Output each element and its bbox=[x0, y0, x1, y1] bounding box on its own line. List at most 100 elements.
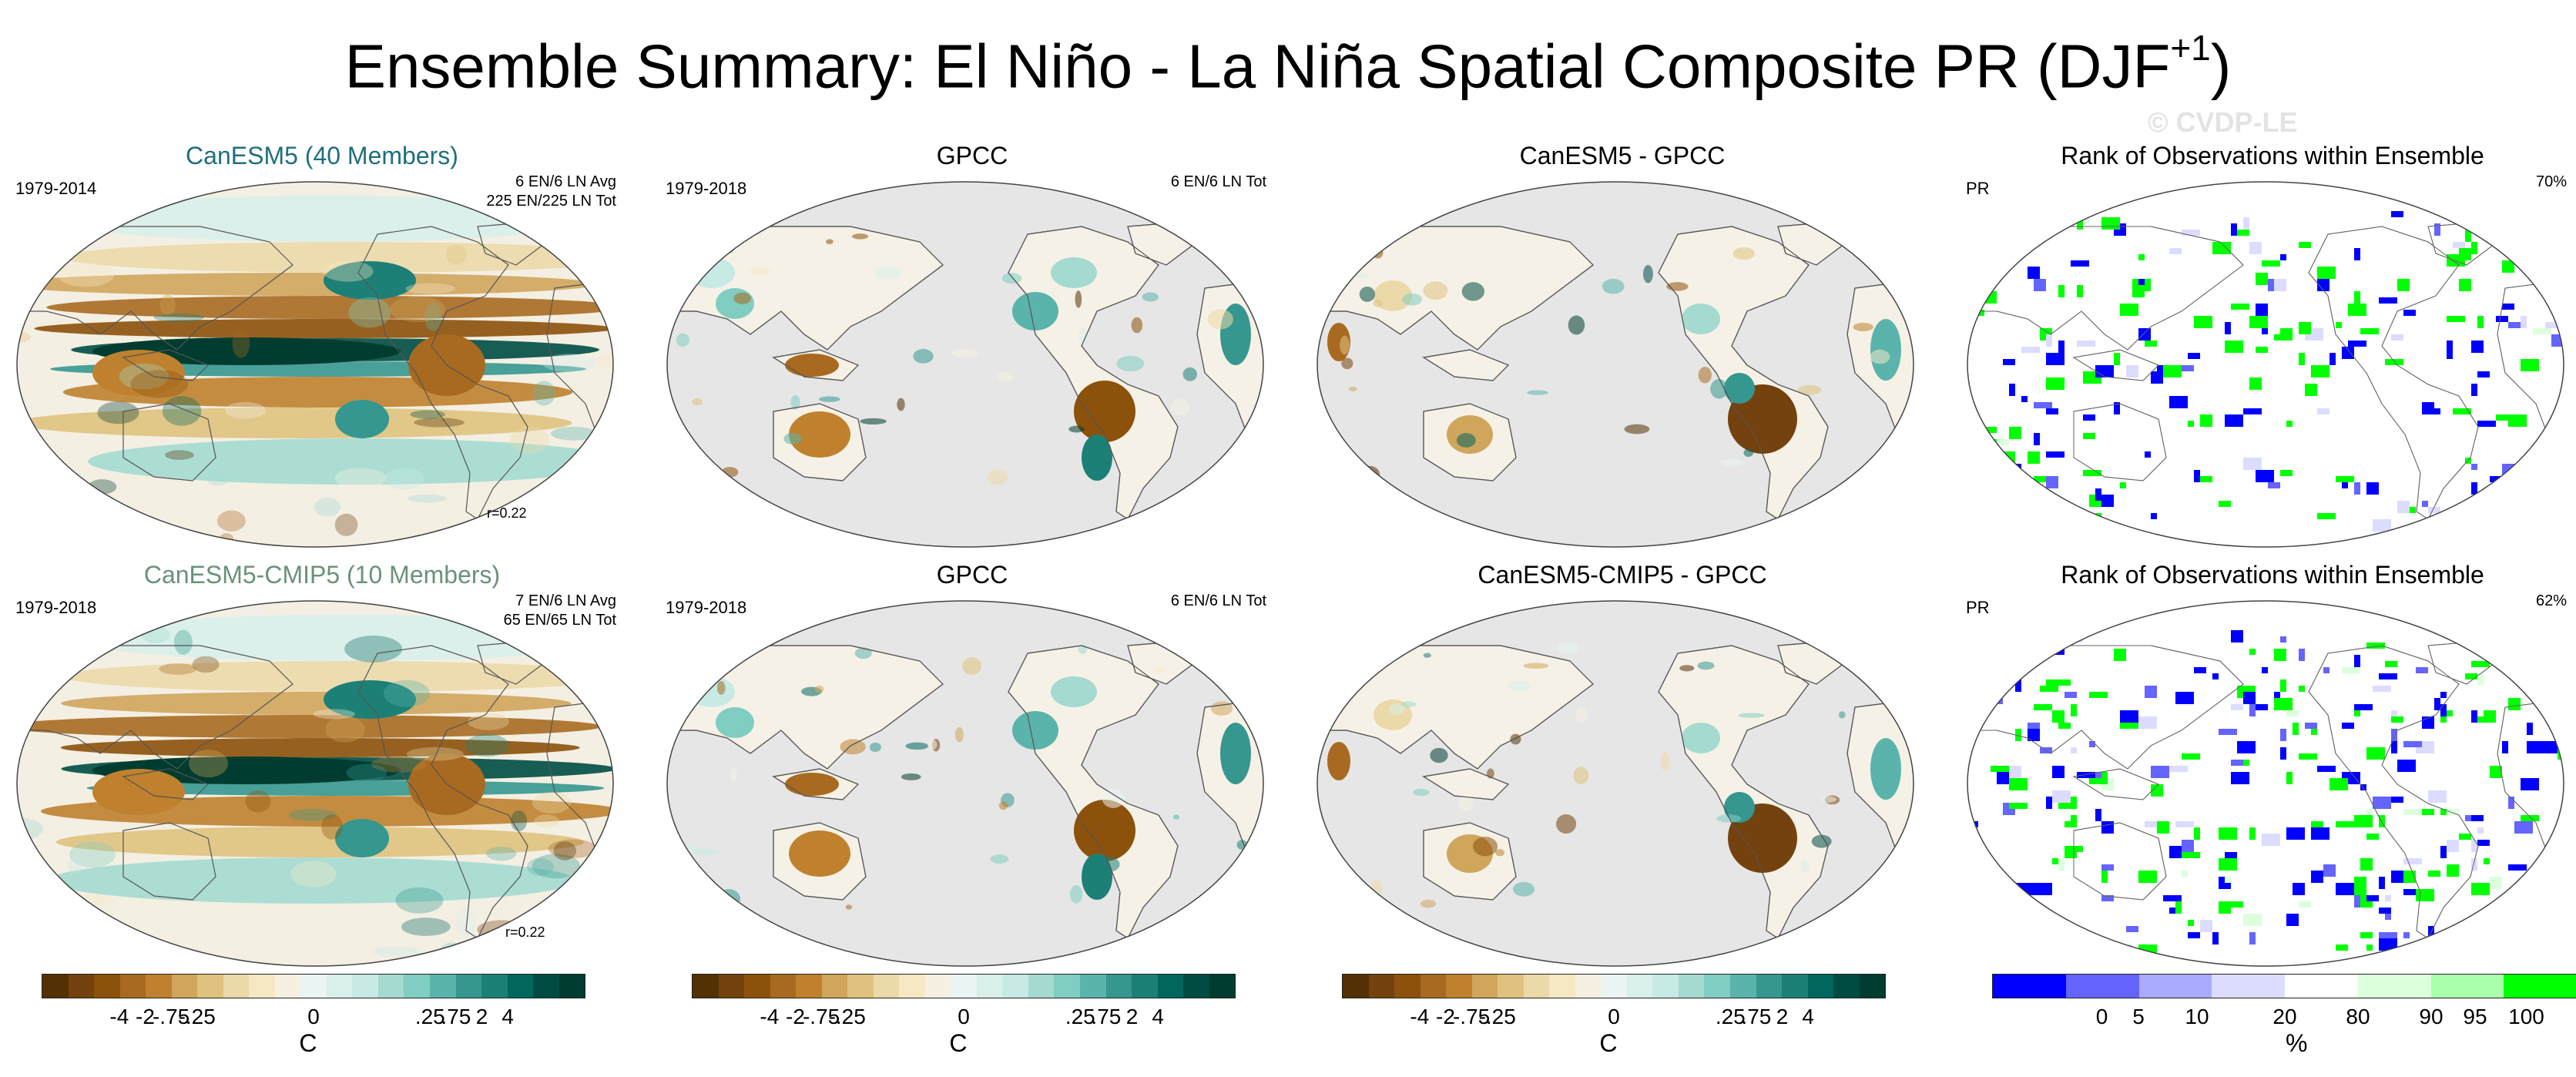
colorbar-cell bbox=[1601, 975, 1627, 998]
colorbar-cell bbox=[1209, 975, 1236, 998]
panel-years: 1979-2014 bbox=[15, 179, 97, 198]
colorbar-tick-label: -2 bbox=[786, 1005, 805, 1028]
world-map bbox=[1967, 600, 2564, 967]
colorbar-cell bbox=[533, 975, 559, 998]
colorbar-cell bbox=[1678, 975, 1705, 998]
panel-event-counts: 7 EN/6 LN Avg 65 EN/65 LN Tot bbox=[503, 592, 616, 629]
colorbar-cell bbox=[1132, 975, 1158, 998]
main-title: Ensemble Summary: El Niño - La Niña Spat… bbox=[0, 17, 2576, 104]
colorbar-tick-label: -.25 bbox=[828, 1005, 866, 1028]
colorbar-cell bbox=[377, 975, 404, 998]
colorbar-tick-label: 2 bbox=[1776, 1005, 1789, 1028]
panel-years: 1979-2018 bbox=[666, 179, 747, 198]
colorbar-cell bbox=[1079, 975, 1106, 998]
colorbar-tick-label: 10 bbox=[2185, 1005, 2209, 1028]
colorbar-cell bbox=[1549, 975, 1575, 998]
colorbar-cell bbox=[42, 975, 69, 998]
panel-variable: PR bbox=[1966, 179, 1990, 198]
world-map bbox=[666, 181, 1264, 548]
colorbar-cell bbox=[1626, 975, 1653, 998]
colorbar-tick-label: .25 bbox=[1715, 1005, 1746, 1028]
colorbar-cell bbox=[1498, 975, 1524, 998]
colorbar-cell bbox=[300, 975, 327, 998]
colorbar-cell bbox=[481, 975, 508, 998]
pattern-correlation: r=0.22 bbox=[505, 924, 545, 940]
colorbar-cell bbox=[68, 975, 95, 998]
colorbar-cell bbox=[249, 975, 275, 998]
colorbar-tick-label: 0 bbox=[958, 1005, 970, 1028]
colorbar-cell bbox=[718, 975, 745, 998]
colorbar-anomaly: -4 -2 -.75 -.25 0 .25.75 2 4 C bbox=[1342, 974, 1986, 1066]
colorbar-cell bbox=[2430, 975, 2504, 998]
panel-title: GPCC bbox=[936, 142, 1008, 169]
colorbar-tick-label: 4 bbox=[1152, 1005, 1164, 1028]
panel-years: 1979-2018 bbox=[666, 598, 747, 617]
colorbar-tick-label: 4 bbox=[501, 1005, 514, 1028]
colorbar-tick-label: .75 bbox=[1741, 1005, 1772, 1028]
colorbar-unit: % bbox=[2285, 1029, 2308, 1057]
colorbar-cell bbox=[1652, 975, 1679, 998]
colorbar-cell bbox=[1054, 975, 1080, 998]
colorbar-cell bbox=[2065, 975, 2139, 998]
colorbar-cell bbox=[796, 975, 822, 998]
panel-gpcc: GPCC 1979-2018 6 EN/6 LN Tot bbox=[650, 539, 1294, 967]
colorbar-tick-label: -.75 bbox=[802, 1005, 840, 1028]
colorbar-cell bbox=[821, 975, 848, 998]
panel-years: 1979-2018 bbox=[15, 598, 97, 617]
colorbar-tick-label: -2 bbox=[1436, 1005, 1455, 1028]
panel-rank: Rank of Observations within Ensemble PR … bbox=[1950, 539, 2576, 967]
colorbar-cell bbox=[693, 975, 719, 998]
panel-title: CanESM5-CMIP5 (10 Members) bbox=[143, 561, 501, 589]
colorbar-cell bbox=[119, 975, 146, 998]
colorbar-tick-label: -.75 bbox=[1452, 1005, 1491, 1028]
colorbar-cell bbox=[1807, 975, 1834, 998]
colorbar-cell bbox=[1993, 975, 2066, 998]
colorbar-cell bbox=[1394, 975, 1420, 998]
colorbar-cell bbox=[873, 975, 900, 998]
colorbar-tick-label: 5 bbox=[2132, 1005, 2145, 1028]
panel-event-counts: 6 EN/6 LN Avg 225 EN/225 LN Tot bbox=[486, 173, 616, 210]
colorbar-tick-label: 100 bbox=[2508, 1005, 2544, 1028]
panel-percent: 62% bbox=[2535, 592, 2567, 609]
colorbar-cell bbox=[1343, 975, 1369, 998]
colorbar-cell bbox=[770, 975, 797, 998]
world-map bbox=[666, 600, 1264, 967]
colorbar-tick-label: -4 bbox=[760, 1005, 780, 1028]
colorbar-cells bbox=[1992, 974, 2576, 998]
colorbar-cell bbox=[352, 975, 378, 998]
panel-canesm5-cmip5: CanESM5-CMIP5 (10 Members) 1979-2018 7 E… bbox=[0, 539, 644, 967]
colorbar-tick-label: 4 bbox=[1802, 1005, 1814, 1028]
world-map bbox=[1317, 600, 1914, 967]
world-map bbox=[16, 600, 614, 967]
colorbar-cell bbox=[94, 975, 120, 998]
colorbar-anomaly: -4 -2 -.75 -.25 0 .25.75 2 4 C bbox=[42, 974, 686, 1066]
pattern-correlation: r=0.22 bbox=[487, 505, 527, 521]
colorbar-tick-label: -4 bbox=[109, 1005, 129, 1028]
colorbar-cell bbox=[924, 975, 951, 998]
colorbar-cell bbox=[847, 975, 874, 998]
colorbar-cell bbox=[1729, 975, 1756, 998]
colorbar-tick-label: .25 bbox=[1065, 1005, 1095, 1028]
colorbar-cell bbox=[899, 975, 925, 998]
colorbar-cell bbox=[558, 975, 585, 998]
colorbar-cell bbox=[429, 975, 456, 998]
colorbar-tick-label: -4 bbox=[1410, 1005, 1430, 1028]
colorbar-cell bbox=[1420, 975, 1447, 998]
colorbar-cell bbox=[1833, 975, 1860, 998]
colorbar-tick-label: -2 bbox=[136, 1005, 155, 1028]
main-title-close: ) bbox=[2210, 32, 2232, 101]
panel-variable: PR bbox=[1966, 598, 1990, 617]
colorbar-tick-label: 80 bbox=[2346, 1005, 2370, 1028]
colorbar-cell bbox=[1183, 975, 1209, 998]
colorbar-cell bbox=[1028, 975, 1055, 998]
colorbar-cell bbox=[1859, 975, 1886, 998]
colorbar-cell bbox=[1575, 975, 1602, 998]
colorbar-cell bbox=[507, 975, 534, 998]
colorbar-cell bbox=[1471, 975, 1498, 998]
colorbar-tick-label: -.25 bbox=[1478, 1005, 1516, 1028]
colorbar-cell bbox=[223, 975, 250, 998]
colorbar-cell bbox=[146, 975, 172, 998]
panel-canesm5: CanESM5 (40 Members) 1979-2014 6 EN/6 LN… bbox=[0, 120, 644, 548]
colorbar-cells bbox=[42, 974, 585, 998]
colorbar-cell bbox=[1782, 975, 1808, 998]
